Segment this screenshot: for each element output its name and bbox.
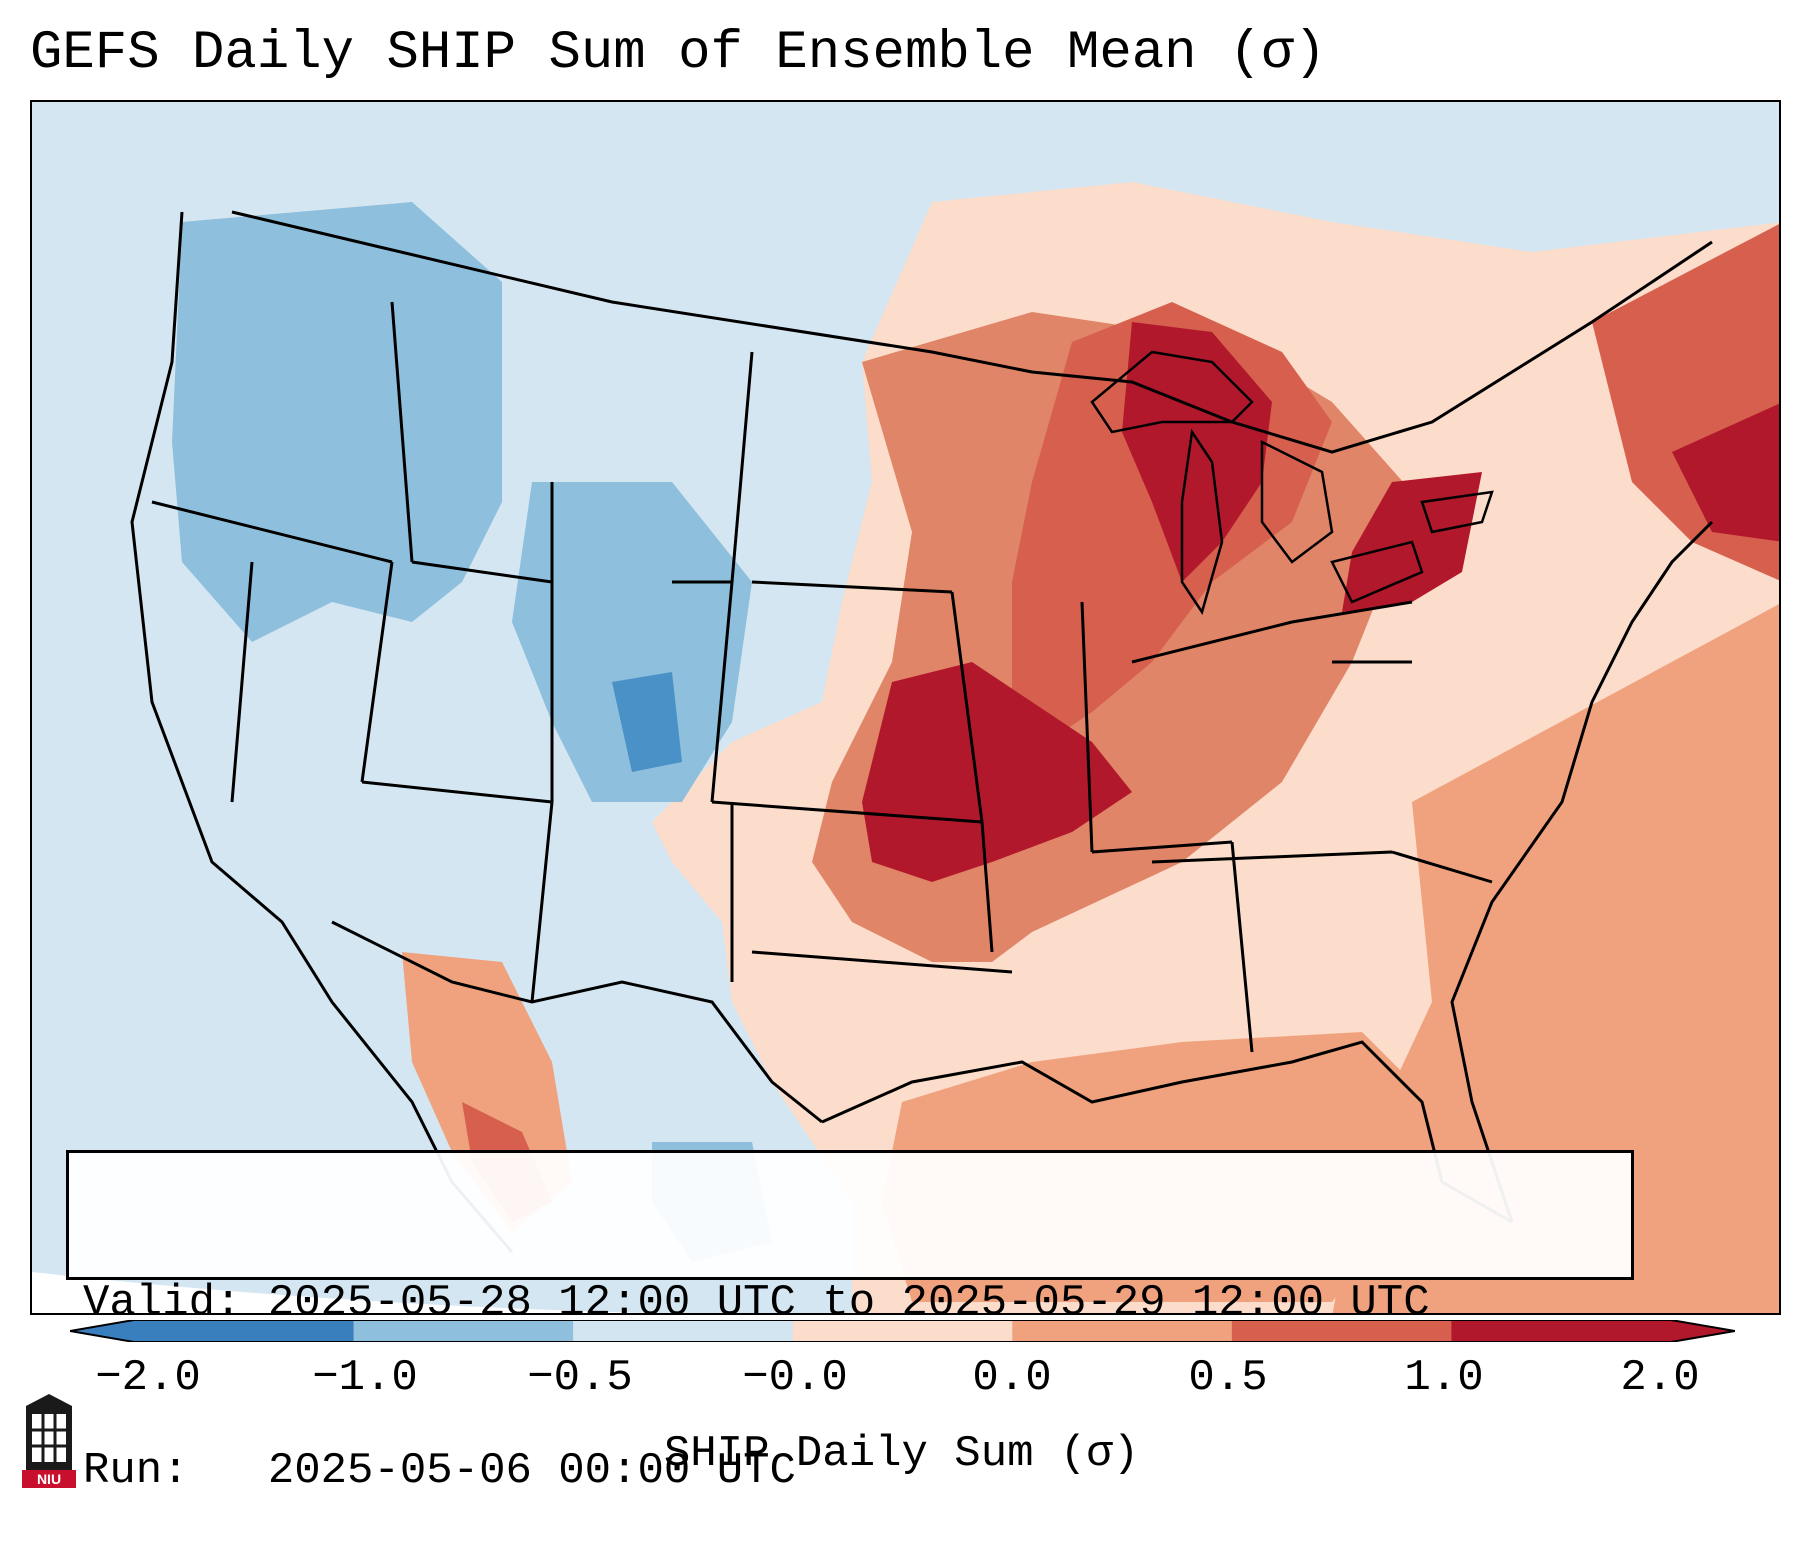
northeast-core — [1672, 403, 1779, 542]
state-lines-central — [672, 351, 1013, 982]
colorbar-segment — [134, 1320, 355, 1342]
tick-label: 2.0 — [1620, 1353, 1700, 1403]
ocean-warm-field — [1332, 604, 1779, 1313]
tick-label: −1.0 — [312, 1353, 418, 1403]
projection-edge — [32, 1272, 644, 1313]
lake-superior — [1090, 350, 1254, 434]
lake-huron — [1260, 439, 1334, 564]
gulf-coast — [821, 1040, 1513, 1224]
ship-anomaly-map — [32, 102, 1779, 1313]
colorbar-label: SHIP Daily Sum (σ) — [663, 1429, 1140, 1479]
us-canada-border — [231, 210, 1713, 454]
tick-label: −0.5 — [527, 1353, 633, 1403]
tick-label: −2.0 — [95, 1353, 201, 1403]
logo-banner — [22, 1470, 76, 1488]
colorado-cool-core — [612, 672, 682, 772]
northwest-cool — [172, 202, 502, 642]
colorbar-segment — [1231, 1320, 1452, 1342]
colorbar-segment — [353, 1320, 574, 1342]
tick-label: 0.0 — [972, 1353, 1052, 1403]
colorbar-segment — [792, 1320, 1013, 1342]
lakes-core-anomaly — [1122, 322, 1272, 582]
lake-ontario — [1420, 490, 1494, 534]
rockies-cool — [512, 482, 752, 802]
logo-window — [32, 1414, 66, 1462]
state-lines-west — [151, 301, 554, 1003]
run-time-text: Run: 2025-05-06 00:00 UTC — [83, 1446, 796, 1496]
niu-logo: NIU — [22, 1394, 76, 1488]
logo-grid — [32, 1414, 66, 1462]
lake-erie — [1330, 540, 1424, 604]
colorbar-segment — [1451, 1320, 1672, 1342]
plains-core-anomaly — [862, 662, 1132, 882]
colorbar-extend-low — [70, 1320, 134, 1342]
colorbar-extend-high — [1671, 1320, 1735, 1342]
colorbar-segment — [1012, 1320, 1233, 1342]
colorbar — [70, 1320, 1735, 1342]
lake-michigan — [1180, 428, 1224, 615]
great-lakes-outline — [1090, 350, 1494, 615]
valid-run-info-box: Valid: 2025-05-28 12:00 UTC to 2025-05-2… — [66, 1150, 1634, 1496]
tick-label: −0.0 — [742, 1353, 848, 1403]
us-mexico-border — [331, 920, 823, 1124]
colorbar-segment — [573, 1320, 794, 1342]
east-coast — [1450, 520, 1714, 1223]
logo-text: NIU — [37, 1471, 61, 1487]
state-lines-east — [1080, 600, 1493, 1053]
colorbar-ticks: −2.0 −1.0 −0.5 −0.0 0.0 0.5 1.0 2.0 — [0, 1350, 1803, 1410]
west-coast — [130, 211, 514, 1253]
map-panel — [30, 100, 1781, 1315]
map-title: GEFS Daily SHIP Sum of Ensemble Mean (σ) — [30, 23, 1327, 84]
tick-label: 1.0 — [1404, 1353, 1484, 1403]
tick-label: 0.5 — [1188, 1353, 1268, 1403]
boundary-lines — [130, 210, 1714, 1253]
